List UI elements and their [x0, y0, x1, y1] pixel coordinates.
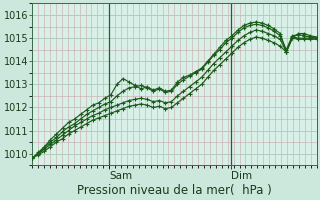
- X-axis label: Pression niveau de la mer(  hPa ): Pression niveau de la mer( hPa ): [77, 184, 272, 197]
